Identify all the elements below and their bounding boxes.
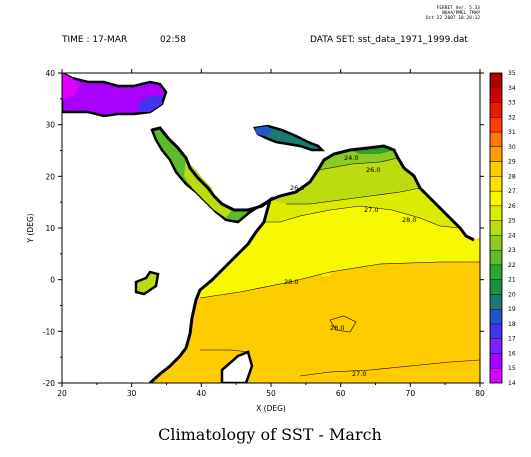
colorbar-label: 14 (508, 380, 516, 387)
x-tick-label: 80 (475, 389, 485, 398)
y-tick-label: -10 (43, 327, 55, 336)
colorbar-label: 21 (508, 277, 516, 284)
ferret-version: FERRET Ver. 5.33 (437, 5, 481, 11)
colorbar-swatch (489, 323, 503, 339)
colorbar-swatch (489, 308, 503, 325)
persian-gulf-north (255, 126, 272, 136)
contour-lines (199, 157, 480, 377)
lake-victoria (134, 270, 160, 296)
colorbar-label: 18 (508, 321, 516, 328)
colorbar-swatch (489, 220, 503, 236)
time-label: TIME : 17-MAR (61, 35, 127, 45)
colorbar: 14 15 16 17 18 19 20 21 22 23 24 25 26 27 28 29 30 31 32 33… (489, 70, 516, 387)
colorbar-label: 19 (508, 306, 516, 313)
colorbar-label: 31 (508, 129, 516, 136)
contour-label: 28.0 (284, 278, 298, 286)
colorbar-label: 35 (508, 70, 516, 77)
colorbar-swatch (489, 176, 503, 192)
arabia-india-coast (151, 126, 475, 242)
contour-label: 27.0 (352, 370, 366, 378)
y-tick-label: 0 (50, 276, 55, 285)
x-axis: 20 30 40 50 60 70 80 (57, 69, 485, 398)
colorbar-label: 34 (508, 85, 516, 92)
time-value: 02:58 (160, 35, 186, 45)
map-field: 24.0 26.0 26.0 27.0 28.0 28.0 28.0 27.0 (62, 73, 480, 383)
ferret-info: FERRET Ver. 5.33 NOAA/PMEL TMAP Oct 22 2… (426, 5, 480, 21)
colorbar-label: 32 (508, 114, 516, 121)
colorbar-label: 20 (508, 291, 516, 298)
y-tick-label: 10 (45, 224, 55, 233)
contour-label: 27.0 (364, 206, 378, 214)
colorbar-label: 33 (508, 100, 516, 107)
colorbar-label: 27 (508, 188, 516, 195)
colorbar-swatch (489, 146, 503, 162)
colorbar-swatch (489, 117, 503, 133)
colorbar-swatch (489, 338, 503, 354)
dataset-label: DATA SET: sst_data_1971_1999.dat (310, 35, 468, 45)
colorbar-swatch (489, 235, 503, 251)
colorbar-swatch (489, 72, 503, 88)
ferret-org: NOAA/PMEL TMAP (442, 10, 480, 16)
y-tick-label: -20 (43, 379, 55, 388)
colorbar-label: 23 (508, 247, 516, 254)
y-tick-label: 30 (45, 121, 55, 130)
y-tick-label: 20 (45, 172, 55, 181)
colorbar-label: 25 (508, 218, 516, 225)
contour-label: 26.0 (290, 184, 304, 192)
colorbar-swatch (489, 102, 503, 118)
chart-title: Climatology of SST - March (158, 425, 382, 444)
colorbar-swatch (489, 249, 503, 266)
colorbar-swatch (489, 87, 503, 103)
x-tick-label: 70 (406, 389, 416, 398)
y-axis: -20 -10 0 10 20 30 40 (43, 69, 484, 388)
y-axis-label: Y (DEG) (26, 213, 35, 243)
colorbar-label: 28 (508, 173, 516, 180)
contour-label: 28.0 (402, 216, 416, 224)
x-tick-label: 20 (57, 389, 67, 398)
colorbar-label: 22 (508, 262, 516, 269)
colorbar-label: 16 (508, 350, 516, 357)
colorbar-swatch (489, 353, 503, 369)
colorbar-label: 24 (508, 232, 516, 239)
x-axis-label: X (DEG) (256, 404, 286, 413)
colorbar-swatch (489, 205, 503, 221)
contour-label: 24.0 (344, 154, 358, 162)
colorbar-frame (489, 72, 503, 384)
colorbar-swatch (489, 279, 503, 295)
colorbar-label: 26 (508, 203, 516, 210)
colorbar-label: 15 (508, 365, 516, 372)
ferret-date: Oct 22 2007 18:28:12 (426, 15, 480, 21)
mediterranean-east (138, 96, 162, 112)
colorbar-label: 17 (508, 336, 516, 343)
y-tick-label: 40 (45, 69, 55, 78)
colorbar-swatch (489, 161, 503, 177)
mediterranean-west (62, 73, 80, 100)
colorbar-label: 30 (508, 144, 516, 151)
band-23 (350, 146, 394, 154)
madagascar (220, 350, 254, 383)
x-tick-label: 60 (336, 389, 346, 398)
colorbar-swatch (489, 131, 503, 148)
warm-patch (322, 268, 330, 276)
colorbar-swatch (489, 294, 503, 310)
contour-label: 28.0 (330, 324, 344, 332)
colorbar-swatch (489, 264, 503, 280)
colorbar-swatch (489, 368, 503, 384)
x-tick-label: 30 (127, 389, 137, 398)
x-tick-label: 40 (197, 389, 207, 398)
contour-label: 26.0 (366, 166, 380, 174)
colorbar-swatch (489, 190, 503, 207)
colorbar-label: 29 (508, 159, 516, 166)
x-tick-label: 50 (266, 389, 276, 398)
